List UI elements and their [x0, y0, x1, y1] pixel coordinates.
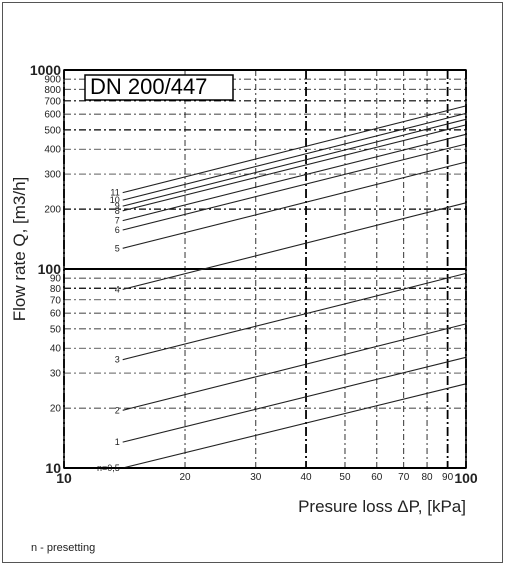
series-line — [122, 202, 467, 290]
series-line — [122, 272, 467, 361]
x-tick-label: 30 — [250, 472, 262, 483]
series-line — [122, 323, 467, 411]
x-axis-label: Presure loss ΔP, [kPa] — [298, 497, 466, 516]
chart-frame — [2, 2, 503, 563]
series-label: 1 — [115, 437, 120, 447]
y-tick-label: 30 — [50, 369, 62, 380]
series-label: 3 — [115, 355, 120, 365]
series-label: 5 — [115, 243, 120, 253]
x-tick-label: 80 — [421, 472, 433, 483]
y-tick-label: 800 — [44, 85, 61, 96]
y-tick-label: 80 — [50, 284, 62, 295]
x-tick-label: 20 — [179, 472, 191, 483]
series-label: 4 — [115, 284, 120, 294]
y-axis-label: Flow rate Q, [m3/h] — [10, 177, 29, 322]
y-tick-label: 20 — [50, 404, 62, 415]
chart-title-box: DN 200/447 — [84, 74, 234, 101]
series-line — [122, 112, 467, 201]
series-line — [122, 356, 467, 443]
x-tick-label: 50 — [339, 472, 351, 483]
plot-border — [63, 69, 467, 469]
footnote: n - presetting — [31, 542, 96, 554]
x-tick-label: 40 — [300, 472, 312, 483]
series-label: 6 — [115, 225, 120, 235]
x-tick-label: 100 — [454, 470, 478, 486]
y-tick-label: 40 — [50, 344, 62, 355]
y-tick-label: 100 — [38, 261, 62, 277]
x-tick-label: 60 — [371, 472, 383, 483]
x-tick-label: 90 — [442, 472, 454, 483]
series-line — [122, 118, 467, 207]
x-tick-label: 10 — [56, 470, 72, 486]
x-tick-label: 70 — [398, 472, 410, 483]
series-label: 11 — [110, 188, 119, 198]
series-line — [122, 133, 467, 222]
y-tick-label: 200 — [44, 205, 61, 216]
series-label: 2 — [115, 405, 120, 415]
series-line — [122, 124, 467, 212]
chart-title: DN 200/447 — [90, 74, 207, 99]
tick-labels: 1020304050607080901002003004005006007008… — [30, 62, 478, 486]
y-tick-label: 70 — [50, 295, 62, 306]
grid — [63, 69, 467, 469]
y-tick-label: 60 — [50, 309, 62, 320]
y-tick-label: 500 — [44, 125, 61, 136]
series-line — [122, 105, 467, 194]
y-tick-label: 700 — [44, 96, 61, 107]
y-tick-label: 400 — [44, 145, 61, 156]
y-tick-label: 300 — [44, 170, 61, 181]
y-tick-label: 10 — [45, 460, 61, 476]
y-tick-label: 90 — [50, 274, 62, 285]
series-label: 9 — [115, 201, 120, 211]
y-tick-label: 900 — [44, 75, 61, 86]
series-line — [122, 143, 467, 231]
series-lines — [122, 105, 467, 469]
y-tick-label: 50 — [50, 324, 62, 335]
series-line — [122, 383, 467, 469]
series-label: 7 — [115, 216, 120, 226]
y-tick-label: 1000 — [30, 62, 61, 78]
series-label: 10 — [110, 195, 120, 205]
series-line — [122, 161, 467, 249]
y-tick-label: 600 — [44, 110, 61, 121]
series-label: 8 — [115, 206, 120, 216]
